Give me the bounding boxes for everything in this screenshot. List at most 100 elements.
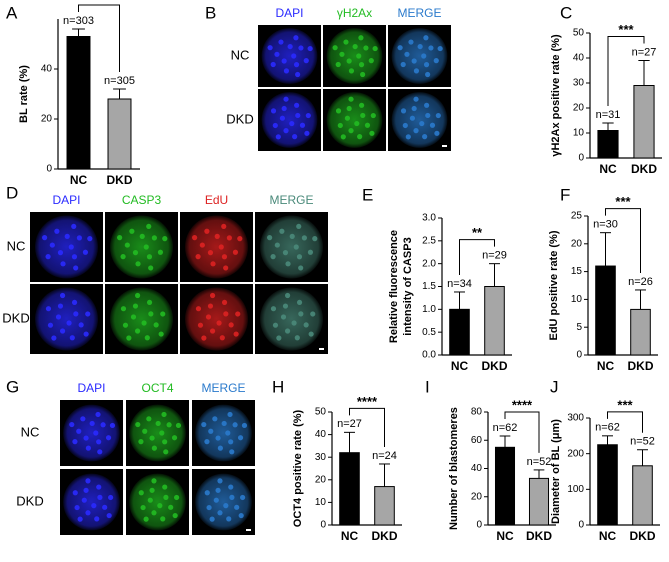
- nucleus: [69, 421, 75, 428]
- y-tick-label: 20: [315, 474, 327, 485]
- nucleus: [149, 435, 155, 441]
- nucleus: [208, 428, 214, 434]
- nucleus: [54, 228, 60, 234]
- nucleus: [307, 45, 313, 52]
- nucleus: [270, 108, 277, 114]
- nucleus: [141, 320, 147, 326]
- nucleus: [144, 335, 150, 341]
- nucleus: [83, 435, 89, 441]
- nucleus: [209, 328, 216, 334]
- y-axis-label: BL rate (%): [18, 65, 30, 123]
- embryo: [260, 215, 323, 279]
- nucleus: [226, 235, 232, 241]
- nucleus: [308, 331, 314, 337]
- nucleus: [130, 314, 137, 320]
- nucleus: [368, 58, 374, 64]
- bar: [633, 85, 655, 159]
- nucleus: [346, 105, 352, 112]
- nucleus: [146, 223, 152, 230]
- nucleus: [294, 335, 300, 341]
- n-label: n=24: [372, 450, 397, 462]
- nucleus: [424, 102, 430, 108]
- y-tick-label: 0: [578, 520, 584, 531]
- nucleus: [42, 235, 48, 241]
- panel-letter: G: [6, 377, 19, 396]
- nucleus: [275, 134, 281, 140]
- nucleus: [105, 435, 112, 441]
- embryo: [326, 92, 383, 148]
- nucleus: [132, 250, 139, 256]
- nucleus: [207, 250, 214, 256]
- nucleus: [358, 35, 364, 41]
- nucleus: [369, 130, 375, 136]
- nucleus: [298, 265, 304, 271]
- nucleus: [397, 45, 403, 51]
- nucleus: [237, 236, 243, 242]
- nucleus: [57, 250, 64, 256]
- nucleus: [192, 235, 198, 241]
- nucleus: [283, 96, 289, 102]
- y-tick-label: 20: [571, 238, 583, 249]
- nucleus: [69, 335, 75, 341]
- nucleus: [85, 510, 91, 516]
- nucleus: [82, 249, 89, 255]
- nucleus: [234, 504, 240, 510]
- nucleus: [212, 416, 218, 422]
- nucleus: [217, 478, 223, 484]
- nucleus: [225, 430, 231, 436]
- nucleus: [298, 45, 304, 51]
- n-label: n=27: [337, 418, 362, 430]
- nucleus: [215, 435, 221, 441]
- n-label: n=303: [63, 15, 94, 27]
- embryo: [110, 215, 173, 279]
- nucleus: [303, 322, 309, 328]
- nucleus: [157, 249, 164, 255]
- channel-label: MERGE: [269, 193, 313, 207]
- n-label: n=52: [527, 456, 552, 468]
- y-tick-label: 100: [567, 484, 584, 495]
- nucleus: [166, 422, 172, 428]
- nucleus: [437, 45, 443, 52]
- nucleus: [151, 445, 157, 451]
- nucleus: [291, 320, 297, 326]
- x-tick-label: NC: [451, 359, 469, 373]
- nucleus: [72, 439, 78, 445]
- nucleus: [335, 108, 342, 114]
- nucleus: [126, 335, 132, 341]
- nucleus: [45, 254, 51, 260]
- nucleus: [120, 306, 127, 312]
- nucleus: [417, 43, 423, 50]
- significance-bracket: [459, 239, 495, 275]
- panel-letter: H: [272, 377, 284, 396]
- nucleus: [221, 223, 227, 230]
- nucleus: [305, 112, 311, 119]
- significance-stars: ****: [512, 397, 533, 412]
- y-tick-label: 20: [573, 103, 585, 114]
- nucleus: [422, 134, 428, 140]
- y-axis-label: Diameter of BL (μm): [550, 419, 562, 524]
- significance-stars: ***: [617, 397, 633, 412]
- nucleus: [57, 303, 64, 309]
- nucleus: [77, 516, 83, 522]
- channel-label: DAPI: [275, 6, 303, 20]
- y-tick-label: 0: [576, 350, 582, 361]
- nucleus: [168, 504, 174, 510]
- nucleus: [102, 504, 108, 510]
- y-tick-label: 0: [476, 520, 482, 531]
- nucleus: [51, 335, 57, 341]
- nucleus: [108, 494, 114, 501]
- bar: [374, 486, 395, 526]
- row-label: DKD: [16, 493, 43, 508]
- bar: [632, 465, 653, 526]
- nucleus: [434, 130, 440, 136]
- significance-stars: ***: [615, 194, 631, 209]
- nucleus: [73, 311, 79, 317]
- y-tick-label: 0: [46, 164, 52, 175]
- nucleus: [117, 235, 123, 241]
- nucleus: [429, 122, 436, 128]
- nucleus: [204, 228, 210, 234]
- nucleus: [199, 242, 205, 248]
- nucleus: [276, 335, 282, 341]
- nucleus: [155, 420, 161, 427]
- y-tick-label: 1.0: [422, 304, 436, 315]
